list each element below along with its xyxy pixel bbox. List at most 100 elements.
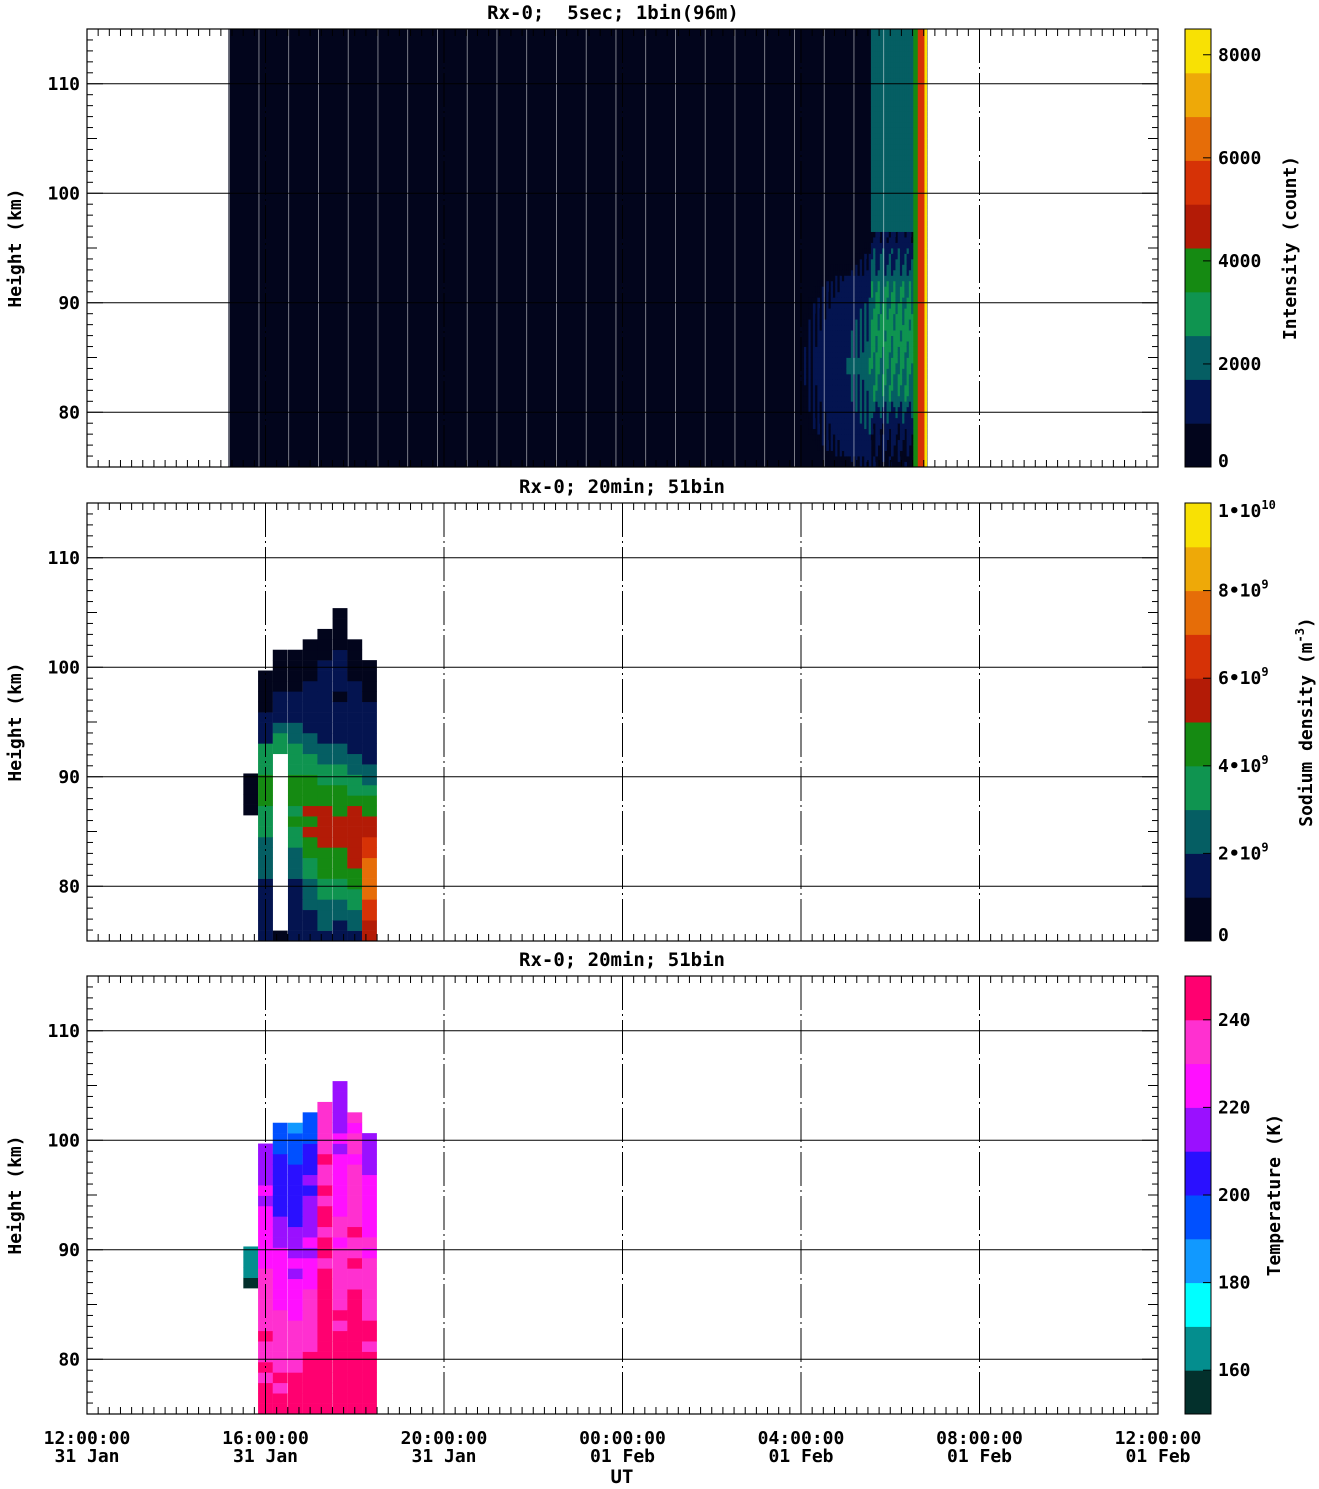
- data-cell: [899, 248, 903, 254]
- data-cell: [868, 445, 872, 451]
- data-cell: [830, 341, 834, 347]
- data-cell: [850, 412, 854, 419]
- data-column: [839, 264, 843, 467]
- data-cell: [859, 264, 863, 271]
- data-cell: [899, 89, 903, 96]
- data-cell: [906, 450, 910, 457]
- data-cell: [915, 89, 919, 96]
- data-cell: [317, 712, 333, 723]
- data-cell: [815, 379, 818, 386]
- data-cell: [886, 187, 890, 194]
- data-cell: [859, 406, 863, 413]
- tick-mantissa: 6•10: [1218, 668, 1261, 689]
- colorbar-segment: [1185, 1063, 1211, 1108]
- data-cell: [893, 138, 896, 145]
- data-cell: [347, 826, 363, 838]
- data-cell: [841, 313, 845, 320]
- data-cell: [347, 1257, 363, 1269]
- data-cell: [857, 302, 861, 309]
- data-cell: [886, 72, 890, 79]
- data-cell: [877, 72, 881, 79]
- data-cell: [362, 1330, 377, 1342]
- data-cell: [835, 428, 838, 435]
- data-cell: [841, 401, 845, 408]
- data-cell: [873, 50, 876, 57]
- data-cell: [888, 395, 892, 402]
- data-cell: [302, 639, 318, 651]
- data-cell: [332, 1216, 348, 1228]
- data-cell: [886, 220, 890, 227]
- data-cell: [917, 187, 921, 194]
- data-cell: [902, 176, 905, 183]
- data-cell: [924, 373, 928, 380]
- data-cell: [826, 395, 829, 402]
- data-cell: [897, 111, 901, 117]
- data-cell: [899, 215, 903, 222]
- data-cell: [884, 319, 887, 326]
- colorbar-tick-label: 240: [1218, 1010, 1251, 1031]
- data-cell: [899, 242, 903, 249]
- data-cell: [897, 434, 901, 441]
- data-cell: [808, 428, 812, 435]
- data-cell: [924, 100, 928, 107]
- data-cell: [902, 258, 905, 265]
- data-cell: [902, 198, 905, 205]
- data-cell: [877, 401, 881, 408]
- data-cell: [917, 226, 921, 232]
- data-cell: [888, 204, 892, 211]
- data-cell: [812, 417, 816, 424]
- data-cell: [886, 160, 890, 167]
- data-column: [922, 29, 925, 467]
- data-cell: [317, 816, 333, 827]
- data-cell: [819, 352, 823, 358]
- data-cell: [870, 171, 874, 178]
- data-cell: [893, 357, 896, 364]
- data-cell: [924, 182, 928, 189]
- data-cell: [899, 275, 903, 282]
- data-cell: [850, 450, 854, 457]
- data-cell: [870, 111, 874, 117]
- data-cell: [861, 456, 865, 462]
- data-cell: [875, 215, 879, 222]
- data-cell: [911, 45, 914, 52]
- data-cell: [890, 330, 894, 336]
- data-cell: [347, 836, 363, 848]
- data-cell: [873, 237, 876, 243]
- data-cell: [908, 171, 912, 178]
- data-cell: [886, 116, 890, 123]
- data-cell: [875, 297, 879, 304]
- data-cell: [908, 264, 912, 271]
- data-cell: [879, 368, 883, 375]
- data-cell: [806, 390, 809, 397]
- data-cell: [347, 639, 363, 651]
- data-cell: [870, 330, 874, 336]
- data-cell: [899, 176, 903, 183]
- data-cell: [853, 264, 856, 271]
- data-cell: [857, 395, 861, 402]
- data-cell: [830, 434, 834, 441]
- data-cell: [868, 313, 872, 320]
- data-column: [899, 29, 903, 457]
- data-cell: [922, 379, 925, 386]
- data-cell: [920, 297, 923, 304]
- data-cell: [873, 105, 876, 112]
- data-cell: [915, 187, 919, 194]
- data-cell: [913, 198, 916, 205]
- data-cell: [850, 302, 854, 309]
- data-cell: [897, 445, 901, 451]
- data-cell: [848, 341, 852, 347]
- data-cell: [911, 417, 914, 424]
- data-cell: [815, 373, 818, 380]
- data-cell: [890, 417, 894, 424]
- data-cell: [884, 198, 887, 205]
- data-cell: [899, 160, 903, 167]
- data-cell: [347, 1143, 363, 1155]
- data-cell: [884, 368, 887, 375]
- data-cell: [841, 428, 845, 435]
- data-cell: [913, 122, 916, 128]
- data-cell: [920, 445, 923, 451]
- data-cell: [884, 209, 887, 216]
- data-cell: [890, 100, 894, 107]
- data-cell: [835, 406, 838, 413]
- data-cell: [899, 412, 903, 419]
